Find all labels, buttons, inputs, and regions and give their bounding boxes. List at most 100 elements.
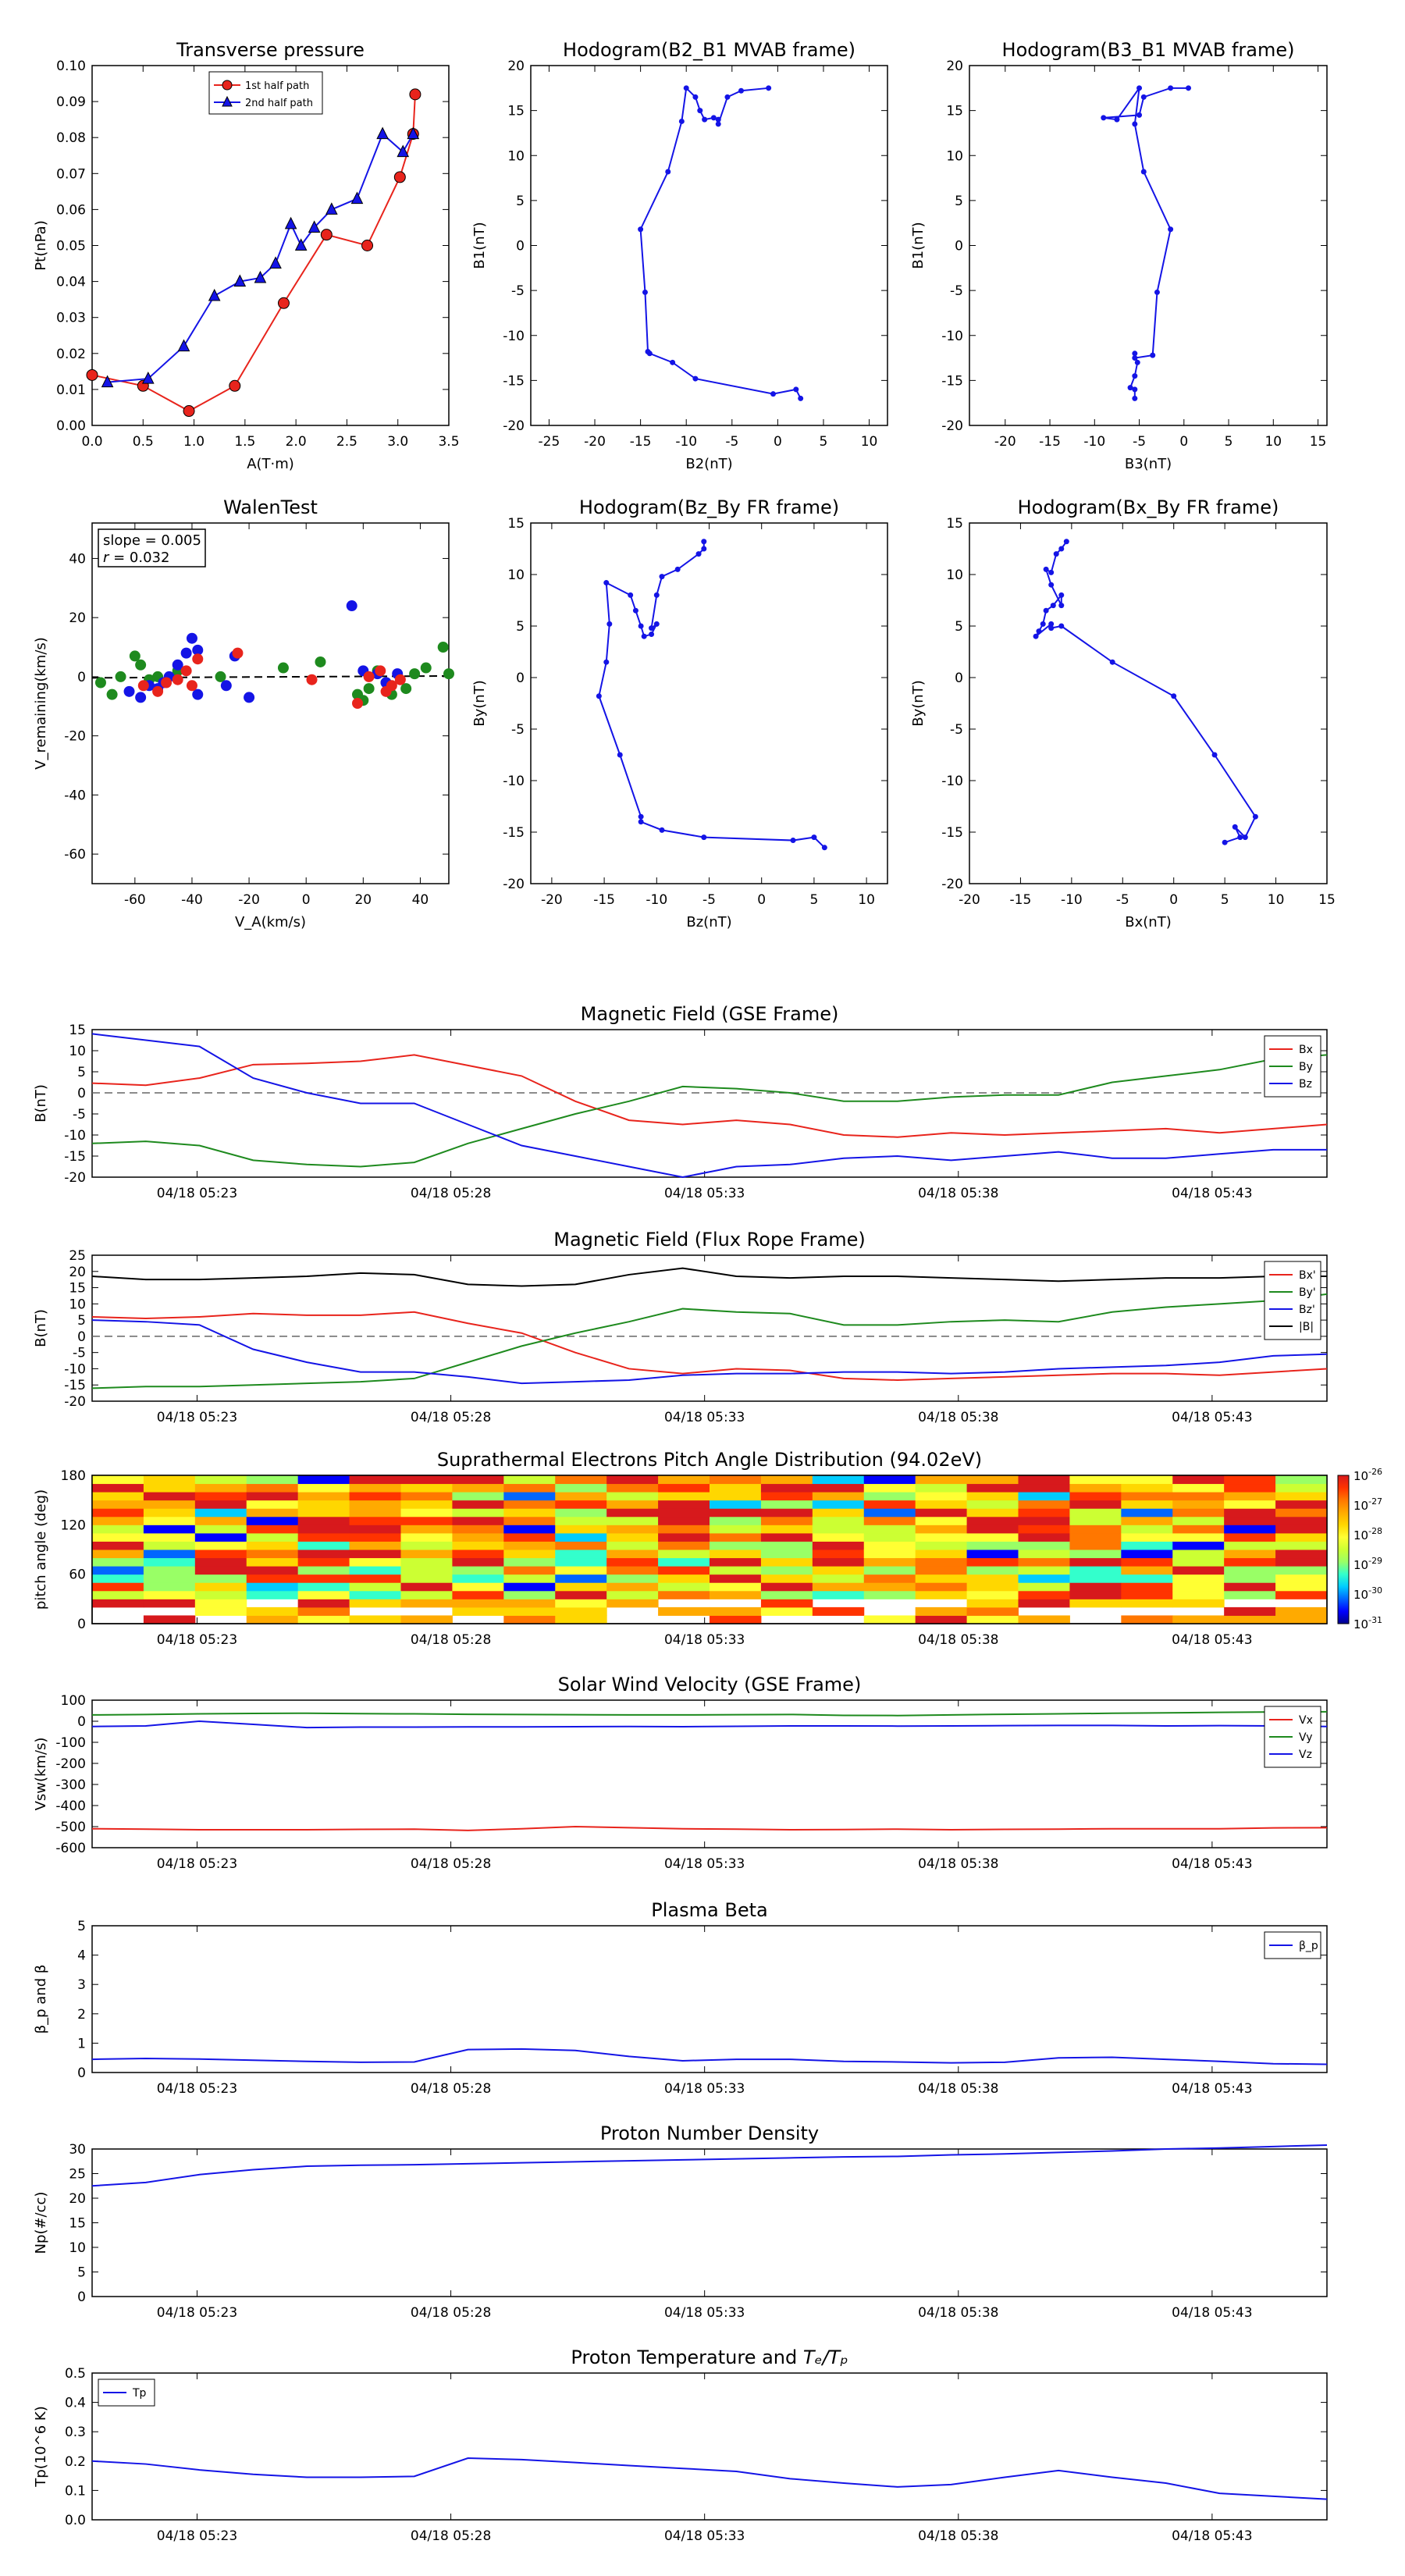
- x-tick-label: 04/18 05:38: [918, 2528, 998, 2544]
- heatmap-cell: [710, 1582, 762, 1592]
- heatmap-cell: [246, 1500, 299, 1509]
- data-point: [294, 238, 308, 251]
- heatmap-cell: [555, 1550, 607, 1559]
- plot-frame-7: [91, 1254, 1328, 1402]
- data-point: [407, 126, 420, 140]
- y-tick-label: -60: [64, 847, 86, 863]
- heatmap-cell: [966, 1541, 1019, 1550]
- x-tick-label: -5: [1133, 434, 1146, 450]
- series-line-2nd-half-path: [107, 132, 414, 383]
- heatmap-cell: [658, 1550, 710, 1559]
- legend-label: 1st half path: [245, 80, 309, 92]
- data-point: [1237, 834, 1243, 841]
- heatmap-cell: [92, 1590, 144, 1599]
- heatmap-cell: [760, 1574, 813, 1583]
- legend-label: Vz: [1299, 1749, 1312, 1761]
- y-tick-label: 60: [69, 1567, 86, 1583]
- series-line-hodogram: [639, 86, 802, 399]
- x-axis-label: B2(nT): [685, 456, 732, 472]
- heatmap-cell: [1275, 1615, 1328, 1624]
- heatmap-cell: [760, 1508, 813, 1517]
- cb-exp: -29: [1368, 1556, 1382, 1566]
- heatmap-cell: [1172, 1483, 1225, 1493]
- heatmap-cell: [92, 1574, 144, 1583]
- annotation-box: [98, 528, 206, 568]
- data-point: [1058, 546, 1065, 552]
- heatmap-cell: [143, 1599, 196, 1608]
- y-tick-label: 15: [69, 2216, 86, 2232]
- heatmap-cell: [1018, 1532, 1070, 1542]
- legend-marker: [222, 80, 233, 91]
- heatmap-cell: [1275, 1590, 1328, 1599]
- y-tick-label: 5: [77, 1065, 86, 1080]
- legend-label: |B|: [1299, 1321, 1314, 1333]
- plot-frame-3: [91, 522, 450, 884]
- colorbar: [1337, 1475, 1350, 1624]
- heatmap-cell: [915, 1541, 968, 1550]
- heatmap-cell: [915, 1606, 968, 1616]
- heatmap-cell: [1069, 1500, 1122, 1509]
- data-point: [738, 87, 745, 94]
- x-tick-label: -20: [541, 892, 563, 908]
- x-tick-label: 04/18 05:23: [157, 2528, 237, 2544]
- plot-frame-12: [91, 2372, 1328, 2521]
- x-tick-label: 5: [1225, 434, 1233, 450]
- x-axis-label: A(T·m): [247, 456, 294, 472]
- chart-title: WalenTest: [223, 496, 318, 518]
- heatmap-cell: [1275, 1508, 1328, 1517]
- heatmap-cell: [349, 1483, 401, 1493]
- data-point: [325, 202, 338, 215]
- cb-base: 10: [1353, 1499, 1368, 1513]
- heatmap-cell: [246, 1574, 299, 1583]
- data-point: [186, 632, 197, 644]
- y-tick-label: 15: [946, 516, 963, 532]
- heatmap-cell: [1224, 1483, 1276, 1493]
- data-point: [315, 656, 326, 667]
- x-tick-label: 2.5: [336, 434, 357, 450]
- legend-label: Bx: [1299, 1044, 1313, 1056]
- heatmap-cell: [1275, 1475, 1328, 1485]
- heatmap-cell: [606, 1500, 659, 1509]
- cb-exp: -28: [1368, 1526, 1382, 1536]
- heatmap-cell: [297, 1492, 350, 1501]
- y-axis-label: B(nT): [33, 1309, 49, 1347]
- y-tick-label: 0: [955, 671, 963, 686]
- y-tick-label: 25: [69, 1248, 86, 1264]
- x-tick-label: -5: [702, 892, 716, 908]
- y-axis-label: By(nT): [471, 680, 488, 726]
- data-point: [284, 216, 297, 229]
- heatmap-cell: [194, 1475, 247, 1485]
- y-tick-label: 10: [507, 148, 525, 164]
- heatmap-cell: [966, 1615, 1019, 1624]
- series-line-hodogram: [598, 541, 826, 849]
- chart-title: Suprathermal Electrons Pitch Angle Distr…: [437, 1449, 982, 1471]
- colorbar-tick-label: 10-26: [1353, 1467, 1382, 1483]
- heatmap-cell: [863, 1508, 916, 1517]
- data-point: [695, 551, 702, 557]
- heatmap-cell: [1224, 1516, 1276, 1525]
- heatmap-cell: [1018, 1574, 1070, 1583]
- heatmap-cell: [143, 1541, 196, 1550]
- data-point: [233, 274, 247, 287]
- colorbar-tick-label: 10-30: [1353, 1585, 1382, 1602]
- data-point: [192, 688, 204, 700]
- data-point: [1222, 839, 1228, 845]
- heatmap-cell: [246, 1582, 299, 1592]
- y-tick-label: 10: [69, 1297, 86, 1312]
- heatmap-cell: [1121, 1599, 1173, 1608]
- data-point: [375, 665, 386, 677]
- data-point: [172, 659, 183, 671]
- heatmap-cell: [606, 1550, 659, 1559]
- annotation-r-value: = 0.032: [108, 550, 169, 566]
- data-point: [308, 220, 321, 233]
- heatmap-cell: [92, 1550, 144, 1559]
- data-point: [386, 680, 397, 692]
- heatmap-cell: [92, 1566, 144, 1575]
- heatmap-cell: [555, 1590, 607, 1599]
- y-tick-label: 40: [69, 551, 86, 567]
- x-tick-label: 04/18 05:23: [157, 1410, 237, 1425]
- y-tick-label: -20: [503, 418, 525, 434]
- y-tick-label: 0.3: [65, 2425, 86, 2440]
- heatmap-cell: [92, 1475, 144, 1485]
